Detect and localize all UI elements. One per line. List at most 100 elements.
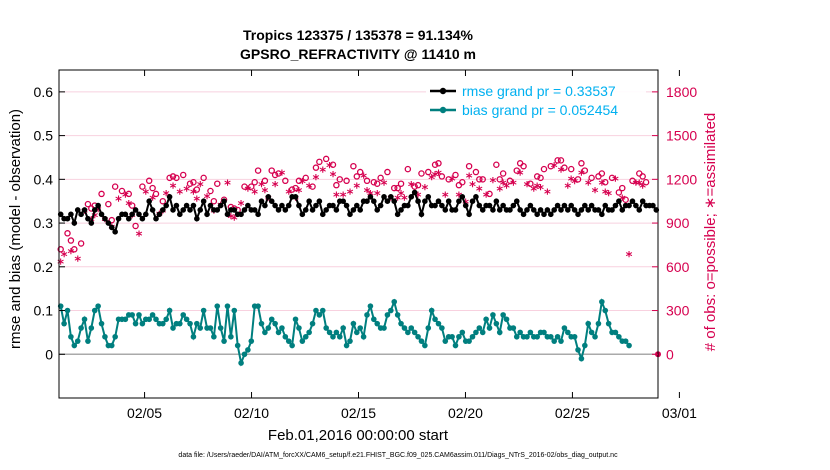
bias-point: [422, 342, 428, 349]
obs-possible-point: [254, 167, 262, 174]
obs-possible-point: [435, 160, 442, 167]
rmse-point: [391, 198, 398, 204]
bias-point: [74, 338, 81, 344]
rmse-point: [565, 207, 571, 213]
obs-possible-point: [105, 200, 112, 208]
rmse-point: [343, 202, 350, 209]
obs-assimilated-point: *: [193, 195, 200, 210]
rmse-point: [405, 202, 411, 209]
obs-assimilated-point: *: [592, 186, 599, 201]
bias-point: [524, 333, 530, 340]
x-tick-label: 02/20: [448, 405, 483, 421]
rmse-point: [95, 202, 101, 209]
bias-point: [183, 316, 190, 323]
y-right-tick-label: 900: [666, 215, 690, 231]
legend-box: [426, 76, 646, 122]
rmse-point: [595, 207, 602, 213]
obs-assimilated-point: *: [605, 189, 612, 204]
bias-point: [279, 325, 285, 331]
bias-point: [428, 307, 435, 314]
rmse-point: [68, 211, 74, 218]
bias-point: [336, 333, 343, 340]
bias-point: [415, 333, 421, 340]
obs-possible-point: [241, 183, 248, 190]
bias-point: [605, 320, 612, 327]
bias-point: [268, 316, 275, 323]
rmse-point: [476, 202, 483, 209]
obs-possible-point: [642, 178, 650, 186]
obs-assimilated-point: *: [636, 179, 643, 194]
obs-possible-point: [486, 190, 493, 198]
rmse-point: [486, 202, 493, 209]
rmse-point: [636, 207, 643, 213]
rmse-point: [418, 211, 425, 218]
rmse-point: [388, 194, 394, 200]
obs-possible-point: [533, 173, 541, 180]
obs-assimilated-point: *: [313, 173, 320, 188]
rmse-point: [319, 211, 326, 218]
obs-assimilated-point: *: [210, 206, 217, 221]
obs-assimilated-point: *: [238, 199, 245, 214]
bias-point: [561, 325, 568, 331]
obs-assimilated-point: *: [442, 190, 449, 205]
obs-possible-point: [190, 178, 197, 186]
bias-point: [374, 320, 381, 327]
obs-possible-point: [179, 171, 187, 179]
bias-point: [71, 342, 78, 349]
rmse-point: [306, 198, 312, 204]
obs-possible-point: [527, 180, 534, 187]
obs-assimilated-point: *: [571, 177, 578, 192]
rmse-point: [262, 202, 268, 209]
obs-assimilated-point: *: [57, 257, 64, 272]
rmse-point: [367, 194, 374, 200]
rmse-point: [163, 202, 170, 209]
obs-assimilated-point: *: [435, 169, 442, 184]
bias-point: [187, 320, 193, 327]
bias-point: [456, 333, 462, 340]
obs-possible-point: [578, 160, 585, 167]
obs-assimilated-point: *: [176, 187, 183, 202]
obs-assimilated-point: *: [421, 183, 428, 198]
obs-possible-point: [261, 177, 269, 185]
rmse-point: [136, 211, 142, 218]
bias-point: [289, 342, 295, 349]
obs-assimilated-point: *: [190, 187, 197, 202]
obs-assimilated-point: *: [296, 186, 303, 201]
rmse-point: [578, 207, 585, 213]
rmse-point: [381, 194, 387, 200]
obs-possible-point: [169, 173, 177, 180]
obs-possible-point: [77, 240, 85, 247]
obs-assimilated-point: *: [415, 190, 422, 205]
bias-point: [527, 329, 534, 336]
rmse-point: [207, 202, 214, 209]
obs-possible-point: [520, 162, 527, 170]
bias-point: [112, 333, 118, 340]
rmse-point: [74, 207, 81, 213]
bias-point: [91, 307, 98, 314]
rmse-point: [112, 229, 118, 235]
rmse-point: [473, 194, 479, 200]
rmse-point: [357, 207, 364, 213]
bias-point: [582, 342, 588, 349]
bias-point: [170, 325, 176, 331]
bias-point: [554, 333, 561, 340]
rmse-point: [85, 215, 91, 222]
chart-title-line2: GPSRO_REFRACTIVITY @ 11410 m: [240, 46, 476, 62]
rmse-point: [500, 202, 506, 209]
obs-assimilated-point: *: [326, 161, 333, 176]
rmse-point: [125, 215, 132, 222]
obs-assimilated-point: *: [159, 206, 166, 221]
bias-point: [258, 320, 265, 327]
bias-point: [78, 325, 84, 331]
rmse-point: [377, 202, 384, 209]
obs-assimilated-point: *: [204, 192, 211, 207]
rmse-point: [190, 202, 197, 209]
obs-possible-point: [459, 178, 466, 186]
obs-possible-point: [377, 174, 384, 182]
rmse-point: [571, 207, 578, 213]
obs-possible-point: [397, 180, 405, 187]
bias-point: [425, 325, 432, 331]
rmse-point: [599, 211, 605, 218]
obs-assimilated-point: *: [483, 190, 490, 205]
obs-possible-point: [173, 174, 180, 182]
